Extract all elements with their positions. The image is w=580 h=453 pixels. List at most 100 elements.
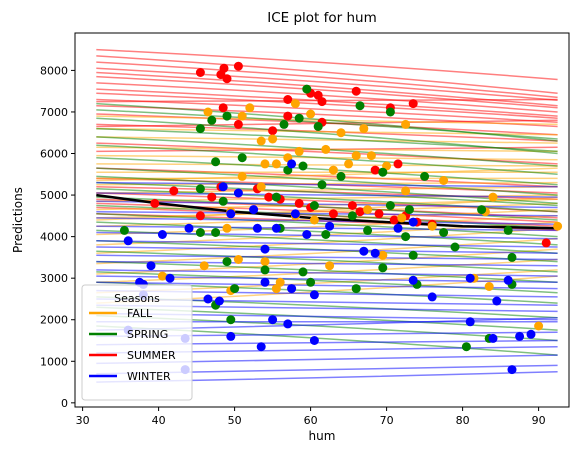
observed-point-3-17: [420, 171, 430, 181]
observed-point-3-23: [385, 201, 395, 210]
y-tick-label-3000: 3000: [40, 272, 68, 285]
observed-point-3-2: [207, 115, 217, 125]
observed-point-4-40: [465, 317, 475, 327]
observed-point-1-17: [268, 126, 278, 136]
observed-point-2-14: [351, 151, 361, 161]
observed-point-4-41: [488, 333, 498, 343]
observed-point-1-13: [218, 103, 228, 113]
observed-point-1-29: [355, 207, 365, 217]
ice-line-summer-9: [96, 92, 558, 119]
observed-point-3-41: [306, 277, 316, 287]
legend: Seasons FALL SPRING SUMMER WINTER: [81, 284, 193, 401]
observed-point-3-32: [401, 232, 411, 242]
observed-point-3-22: [347, 211, 357, 221]
observed-point-4-29: [309, 290, 319, 300]
legend-label-winter: WINTER: [127, 370, 171, 383]
ice-line-summer-3: [96, 61, 558, 99]
observed-point-2-38: [260, 257, 270, 267]
ice-line-summer-7: [96, 82, 558, 113]
observed-point-3-35: [222, 257, 232, 267]
observed-point-2-15: [366, 151, 376, 161]
y-tick-label-1000: 1000: [40, 355, 68, 368]
observed-point-2-25: [256, 182, 266, 192]
ice-line-spring-19: [96, 260, 558, 284]
x-axis-label: hum: [309, 429, 336, 443]
ice-line-fall-6: [96, 163, 558, 167]
observed-point-4-39: [309, 336, 319, 345]
ice-line-fall-3: [96, 136, 558, 144]
observed-point-4-31: [427, 292, 437, 302]
observed-point-2-18: [271, 159, 281, 169]
observed-point-2-29: [363, 205, 373, 215]
observed-point-3-13: [298, 161, 308, 171]
ice-line-summer-2: [96, 55, 558, 95]
observed-point-1-9: [317, 97, 327, 107]
observed-point-2-23: [488, 192, 498, 202]
observed-point-3-8: [355, 101, 365, 111]
y-tick-label-4000: 4000: [40, 231, 68, 244]
ice-line-fall-10: [96, 186, 558, 194]
observed-point-4-38: [283, 319, 293, 329]
observed-point-3-3: [222, 111, 232, 121]
legend-label-summer: SUMMER: [127, 349, 176, 362]
observed-point-4-17: [465, 273, 475, 283]
observed-point-4-27: [260, 277, 270, 287]
observed-point-2-6: [336, 128, 346, 138]
ice-line-summer-24: [96, 119, 558, 128]
y-tick-label-0: 0: [61, 397, 68, 410]
y-tick-label-2000: 2000: [40, 314, 68, 327]
observed-point-2-1: [203, 107, 213, 117]
observed-point-4-36: [256, 342, 266, 352]
observed-point-3-15: [336, 171, 346, 181]
observed-point-4-20: [146, 261, 156, 271]
observed-point-2-40: [275, 277, 285, 287]
observed-point-4-33: [503, 275, 513, 285]
ice-line-winter-5: [96, 217, 558, 225]
observed-point-4-4: [287, 159, 297, 169]
observed-point-2-2: [237, 111, 247, 121]
observed-point-1-5: [233, 61, 243, 71]
observed-point-1-25: [294, 198, 304, 208]
observed-point-1-27: [328, 209, 338, 219]
observed-point-3-47: [461, 342, 471, 352]
observed-point-2-3: [245, 103, 255, 113]
observed-point-1-6: [283, 95, 293, 104]
observed-point-1-28: [347, 201, 357, 210]
observed-point-3-10: [211, 157, 221, 167]
y-tick-label-7000: 7000: [40, 106, 68, 119]
observed-point-2-4: [290, 99, 300, 109]
observed-point-3-19: [218, 196, 228, 206]
ice-line-summer-4: [96, 67, 558, 102]
ice-line-winter-12: [96, 269, 558, 277]
observed-point-3-25: [477, 205, 487, 215]
observed-point-1-15: [283, 111, 293, 121]
observed-point-1-37: [195, 211, 205, 221]
observed-point-4-14: [370, 248, 380, 258]
x-tick-label-30: 30: [76, 414, 90, 427]
observed-point-2-30: [397, 213, 407, 223]
ice-line-winter-10: [96, 254, 558, 261]
y-tick-label-8000: 8000: [40, 64, 68, 77]
observed-point-3-11: [237, 153, 247, 163]
observed-point-2-42: [378, 250, 388, 260]
y-tick-label-6000: 6000: [40, 148, 68, 161]
observed-point-2-12: [321, 144, 331, 154]
observed-point-3-1: [195, 124, 205, 134]
observed-point-1-38: [541, 238, 551, 248]
observed-point-2-28: [309, 215, 319, 225]
observed-point-1-20: [207, 192, 217, 202]
observed-point-2-24: [237, 171, 247, 181]
observed-point-3-42: [351, 284, 361, 294]
observed-point-2-21: [401, 186, 411, 196]
ice-line-winter-8: [96, 240, 558, 248]
ice-line-spring-4: [96, 127, 558, 153]
x-tick-label-70: 70: [380, 414, 394, 427]
ice-line-spring-2: [96, 109, 558, 140]
observed-point-1-1: [195, 68, 205, 77]
observed-point-2-22: [439, 176, 449, 185]
observed-point-3-9: [385, 107, 395, 117]
observed-point-4-9: [271, 223, 281, 233]
observed-point-4-10: [290, 209, 300, 219]
observed-point-3-30: [321, 230, 331, 239]
